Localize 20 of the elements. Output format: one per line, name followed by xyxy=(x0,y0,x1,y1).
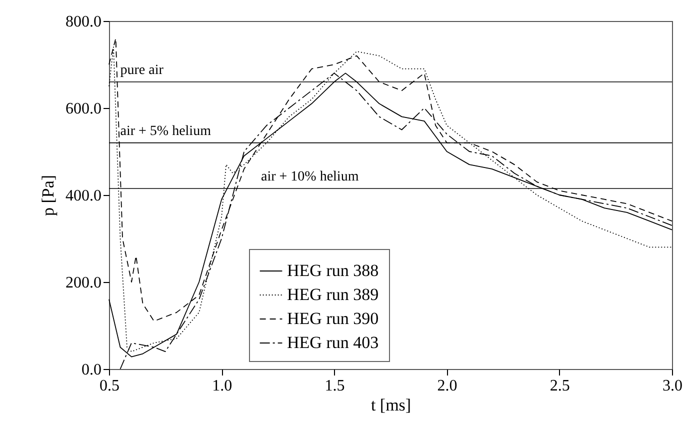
x-tick-label: 1.5 xyxy=(324,378,345,394)
legend-label: HEG run 389 xyxy=(287,285,379,304)
legend-label: HEG run 388 xyxy=(287,261,379,280)
y-tick-label: 800.0 xyxy=(66,14,102,30)
ref-line-label: air + 5% helium xyxy=(120,124,212,139)
x-tick-label: 3.0 xyxy=(662,378,682,394)
ref-line-label: pure air xyxy=(120,62,164,78)
y-tick-label: 0.0 xyxy=(82,362,102,378)
y-axis-title: p [Pa] xyxy=(38,174,58,216)
y-tick-label: 600.0 xyxy=(66,100,102,118)
x-axis-title: t [ms] xyxy=(370,396,412,414)
legend-label: HEG run 403 xyxy=(287,333,379,352)
x-tick-label: 2.5 xyxy=(550,378,570,394)
x-tick-label: 2.0 xyxy=(437,378,458,394)
legend-label: HEG run 390 xyxy=(287,309,379,328)
ref-line-label: air + 10% helium xyxy=(261,169,359,184)
x-tick-label: 1.0 xyxy=(212,378,232,394)
y-tick-label: 200.0 xyxy=(66,274,102,292)
x-tick-label: 0.5 xyxy=(100,378,120,394)
y-tick-label: 400.0 xyxy=(66,188,102,204)
